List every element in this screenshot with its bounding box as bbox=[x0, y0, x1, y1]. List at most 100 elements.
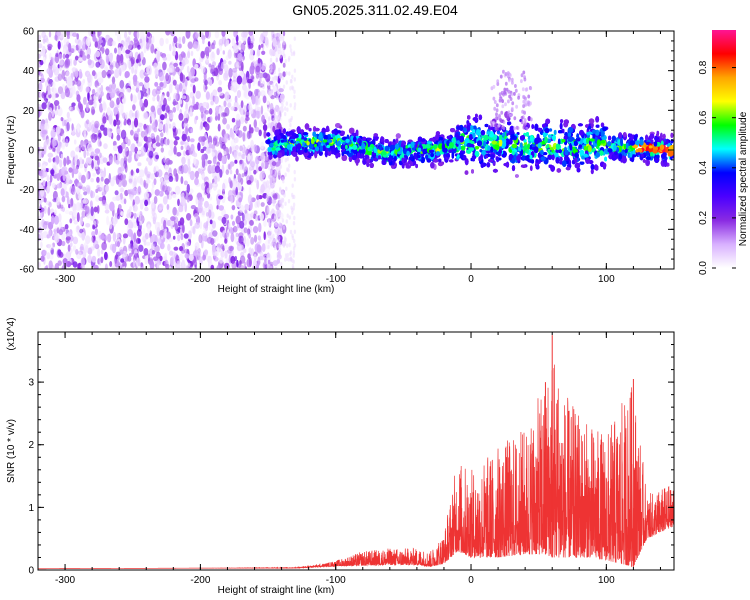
spectrogram-noise-cell bbox=[51, 215, 55, 225]
spectrogram-noise-cell bbox=[174, 185, 181, 195]
spectrogram-noise-cell bbox=[260, 202, 265, 207]
spectrogram-noise-cell bbox=[103, 143, 108, 150]
spectrogram-noise-cell bbox=[261, 50, 266, 55]
spectrogram-noise-cell bbox=[267, 193, 271, 198]
spectrogram-noise-cell bbox=[233, 125, 237, 132]
spectrogram-noise-cell bbox=[73, 220, 78, 225]
spectrogram-noise-cell bbox=[60, 188, 65, 197]
spectrogram-noise-cell bbox=[169, 250, 174, 256]
spectrogram-noise-cell bbox=[165, 117, 170, 127]
spectrogram-noise-cell bbox=[255, 66, 261, 75]
spectrogram-noise-cell bbox=[83, 191, 88, 196]
spectrogram-noise-cell bbox=[275, 203, 280, 211]
spectrogram-noise-cell bbox=[57, 73, 63, 81]
spectrogram-noise-cell bbox=[61, 167, 65, 176]
spectrogram-noise-cell bbox=[75, 146, 80, 153]
spectrogram-noise-cell bbox=[206, 212, 209, 217]
spectrogram-noise-cell bbox=[190, 128, 193, 133]
spectrogram-noise-cell bbox=[182, 36, 186, 44]
spectrogram-noise-cell bbox=[154, 69, 160, 78]
spectrogram-noise-cell bbox=[38, 70, 41, 75]
spectrogram-noise-cell bbox=[99, 234, 105, 240]
spectrogram-noise-cell bbox=[292, 51, 296, 57]
spectrogram-noise-cell bbox=[269, 211, 272, 216]
spectrogram-noise-cell bbox=[258, 44, 261, 50]
spectrogram-noise-cell bbox=[207, 160, 212, 165]
spectrogram-noise-cell bbox=[86, 54, 91, 60]
spectrogram-noise-cell bbox=[107, 40, 110, 46]
spectrogram-noise-cell bbox=[186, 135, 191, 143]
spectrogram-noise-cell bbox=[46, 174, 50, 182]
spectrogram-noise-cell bbox=[250, 212, 255, 218]
spectrogram-noise-cell bbox=[39, 204, 42, 214]
spectrogram-noise-cell bbox=[82, 186, 87, 192]
spectrogram-noise-cell bbox=[109, 64, 114, 70]
spectrogram-noise-cell bbox=[272, 233, 275, 239]
spectrogram-noise-cell bbox=[106, 55, 110, 65]
spectrogram-noise-cell bbox=[164, 112, 168, 119]
spectrogram-noise-cell bbox=[278, 199, 282, 205]
spectrogram-noise-cell bbox=[78, 193, 83, 200]
spectrogram-noise-cell bbox=[293, 215, 296, 221]
spectrogram-noise-cell bbox=[282, 51, 285, 57]
spectrogram-signal-cell bbox=[486, 162, 491, 168]
spectrogram-noise-cell bbox=[151, 250, 155, 255]
spectrogram-noise-cell bbox=[126, 87, 131, 93]
spectrogram-noise-cell bbox=[202, 101, 208, 107]
spectrogram-noise-cell bbox=[216, 264, 222, 269]
spectrogram-noise-cell bbox=[46, 244, 52, 249]
spectrogram-noise-cell bbox=[75, 249, 79, 255]
spectrogram-noise-cell bbox=[288, 71, 291, 76]
spectrogram-noise-cell bbox=[288, 118, 291, 124]
spectrogram-noise-cell bbox=[200, 111, 204, 119]
spectrogram-noise-cell bbox=[48, 243, 54, 251]
spectrogram-noise-cell bbox=[281, 189, 284, 194]
spectrogram-noise-cell bbox=[135, 80, 140, 91]
spectrogram-noise-cell bbox=[127, 189, 131, 194]
spectrogram-noise-cell bbox=[157, 107, 162, 116]
spectrogram-noise-cell bbox=[78, 101, 82, 109]
spectrogram-noise-cell bbox=[231, 67, 238, 73]
spectrogram-noise-cell bbox=[235, 232, 239, 237]
spectrogram-noise-cell bbox=[231, 37, 235, 47]
spectrogram-noise-cell bbox=[274, 33, 277, 38]
spectrogram-noise-cell bbox=[153, 62, 158, 70]
spectrogram-noise-cell bbox=[236, 61, 240, 68]
spectrogram-noise-cell bbox=[270, 90, 274, 95]
spectrogram-noise-cell bbox=[126, 40, 133, 51]
spectrogram-noise-cell bbox=[169, 43, 172, 52]
spectrogram-noise-cell bbox=[151, 113, 155, 122]
spectrogram-noise-cell bbox=[177, 234, 181, 242]
spectrogram-noise-cell bbox=[76, 80, 82, 87]
spectrogram-noise-cell bbox=[134, 195, 140, 205]
spectrogram-noise-cell bbox=[149, 260, 155, 269]
spectrogram-noise-cell bbox=[261, 171, 266, 179]
spectrogram-noise-cell bbox=[135, 168, 140, 174]
spectrogram-noise-cell bbox=[248, 186, 252, 196]
spectrogram-noise-cell bbox=[293, 238, 296, 244]
spectrogram-noise-cell bbox=[74, 178, 78, 187]
spectrogram-noise-cell bbox=[47, 101, 51, 110]
spectrogram-noise-cell bbox=[282, 47, 285, 53]
spectrogram-noise-cell bbox=[172, 235, 176, 240]
spectrogram-noise-cell bbox=[73, 59, 77, 66]
spectrogram-noise-cell bbox=[76, 225, 80, 230]
spectrogram-noise-cell bbox=[216, 246, 220, 254]
spectrogram-noise-cell bbox=[89, 74, 93, 83]
spectrogram-noise-cell bbox=[137, 90, 141, 101]
spectrogram-noise-cell bbox=[129, 109, 133, 119]
spectrogram-noise-cell bbox=[278, 168, 281, 173]
spectrogram-noise-cell bbox=[96, 176, 100, 183]
spectrogram-noise-cell bbox=[94, 148, 101, 154]
spectrogram-noise-cell bbox=[200, 121, 204, 130]
spectrogram-noise-cell bbox=[250, 248, 254, 256]
spectrogram-noise-cell bbox=[232, 70, 238, 79]
spectrogram-noise-cell bbox=[281, 75, 284, 81]
spectrogram-noise-cell bbox=[186, 213, 192, 221]
spectrogram-noise-cell bbox=[262, 243, 266, 252]
spectrogram-noise-cell bbox=[70, 242, 73, 248]
spectrogram-noise-cell bbox=[283, 193, 286, 198]
spectrogram-noise-cell bbox=[70, 150, 76, 158]
spectrogram-noise-cell bbox=[54, 262, 59, 269]
spectrogram-noise-cell bbox=[97, 71, 103, 81]
